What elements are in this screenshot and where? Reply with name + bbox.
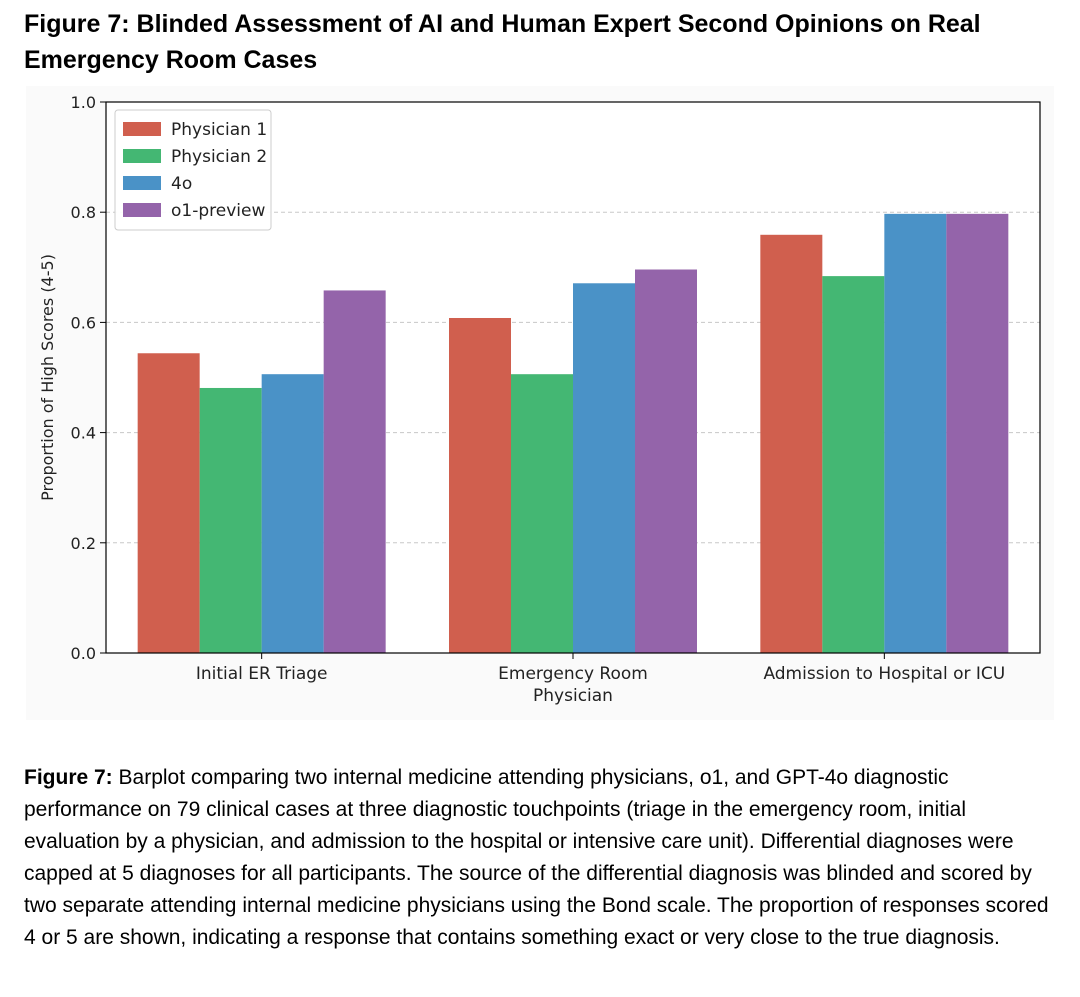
bar-physician-1 (449, 317, 511, 653)
bar-physician-2 (822, 276, 885, 653)
legend-label: Physician 2 (171, 147, 267, 167)
y-tick-label: 0.0 (71, 644, 96, 663)
bar-4o (884, 213, 947, 653)
bar-physician-1 (137, 353, 200, 653)
x-tick-label: Initial ER Triage (196, 664, 328, 684)
y-tick-label: 0.6 (71, 313, 96, 332)
y-tick-label: 0.2 (71, 534, 96, 553)
figure-caption: Figure 7: Barplot comparing two internal… (24, 762, 1064, 954)
x-tick-label: Physician (533, 686, 613, 706)
y-tick-label: 0.4 (71, 424, 96, 443)
chart-panel: 0.0 0.2 0.4 0.6 0.8 1.0 Initial ER Triage Emerg… (26, 86, 1054, 720)
legend-swatch (123, 122, 161, 136)
bar-o1-preview (946, 213, 1009, 653)
caption-label: Figure 7: (24, 766, 113, 789)
x-tick-label: Emergency Room (498, 664, 648, 684)
y-tick-label: 1.0 (71, 93, 96, 112)
y-tick-label: 0.8 (71, 203, 96, 222)
figure-title: Figure 7: Blinded Assessment of AI and H… (24, 10, 981, 74)
legend-box (114, 109, 272, 231)
bar-4o (261, 374, 324, 653)
legend-swatch (123, 176, 161, 190)
caption-text: Barplot comparing two internal medicine … (24, 766, 1049, 949)
legend-swatch (123, 203, 161, 217)
legend-swatch (123, 149, 161, 163)
bar-physician-2 (511, 374, 573, 653)
bar-physician-1 (760, 234, 823, 653)
x-tick-label: Admission to Hospital or ICU (763, 664, 1005, 684)
legend-label: o1-preview (171, 201, 265, 221)
bar-o1-preview (635, 269, 697, 653)
legend-label: Physician 1 (171, 120, 267, 140)
legend-label: 4o (171, 174, 192, 194)
bar-4o (573, 283, 635, 653)
bar-chart: 0.0 0.2 0.4 0.6 0.8 1.0 Initial ER Triage Emerg… (38, 93, 1041, 706)
y-axis-label: Proportion of High Scores (4-5) (38, 254, 57, 501)
bar-o1-preview (323, 290, 386, 653)
bar-physician-2 (199, 387, 262, 653)
